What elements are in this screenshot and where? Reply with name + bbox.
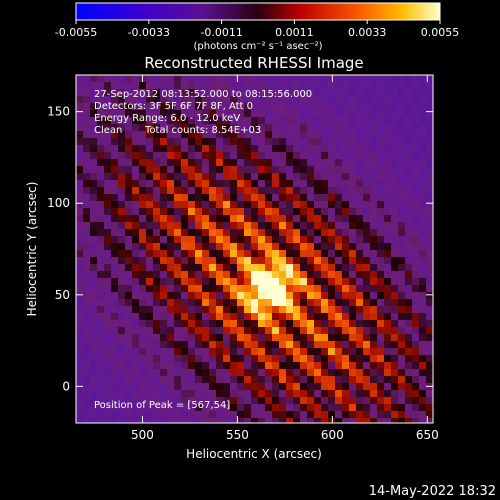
y-axis-label: Heliocentric Y (arcsec) (25, 182, 39, 317)
y-tick-label: 50 (55, 288, 70, 302)
colorbar-tick-label: -0.0055 (55, 26, 97, 39)
colorbar-tick-label: -0.0011 (200, 26, 242, 39)
annotation-detectors: Detectors: 3F 5F 6F 7F 8F, Att 0 (94, 101, 253, 112)
colorbar-tick-label: 0.0055 (421, 26, 460, 39)
footer-date: 14-May-2022 18:32 (369, 484, 496, 499)
annotation-peak-position: Position of Peak = [567,54] (94, 400, 230, 411)
plot-frame (75, 74, 434, 424)
y-tick-label: 100 (47, 196, 70, 210)
annotation-clean: Clean (94, 125, 122, 136)
annotation-energy: Energy Range: 6.0 - 12.0 keV (94, 113, 240, 124)
colorbar-tick-label: -0.0033 (128, 26, 170, 39)
annotation-time-range: 27-Sep-2012 08:13:52.000 to 08:15:56.000 (94, 89, 312, 100)
colorbar (75, 2, 441, 21)
x-tick-label: 550 (226, 428, 249, 442)
colorbar-ticks: -0.0055 -0.0033 -0.0011 0.0011 0.0033 0.0055 (55, 20, 459, 39)
heatmap-image (76, 75, 433, 423)
x-axis-label: Heliocentric X (arcsec) (186, 447, 322, 461)
y-tick-label: 0 (62, 379, 70, 393)
colorbar-unit-label: (photons cm⁻² s⁻¹ asec⁻²) (193, 41, 322, 52)
colorbar-tick-label: 0.0033 (348, 26, 387, 39)
x-tick-label: 650 (416, 428, 439, 442)
x-tick-label: 500 (131, 428, 154, 442)
y-axis: 0 50 100 150 (47, 105, 433, 393)
x-axis: 500 550 600 650 (131, 75, 439, 442)
x-tick-label: 600 (321, 428, 344, 442)
annotation-counts: Total counts: 8.54E+03 (144, 125, 261, 136)
y-tick-label: 150 (47, 105, 70, 119)
chart-title: Reconstructed RHESSI Image (144, 54, 363, 72)
colorbar-tick-label: 0.0011 (275, 26, 314, 39)
